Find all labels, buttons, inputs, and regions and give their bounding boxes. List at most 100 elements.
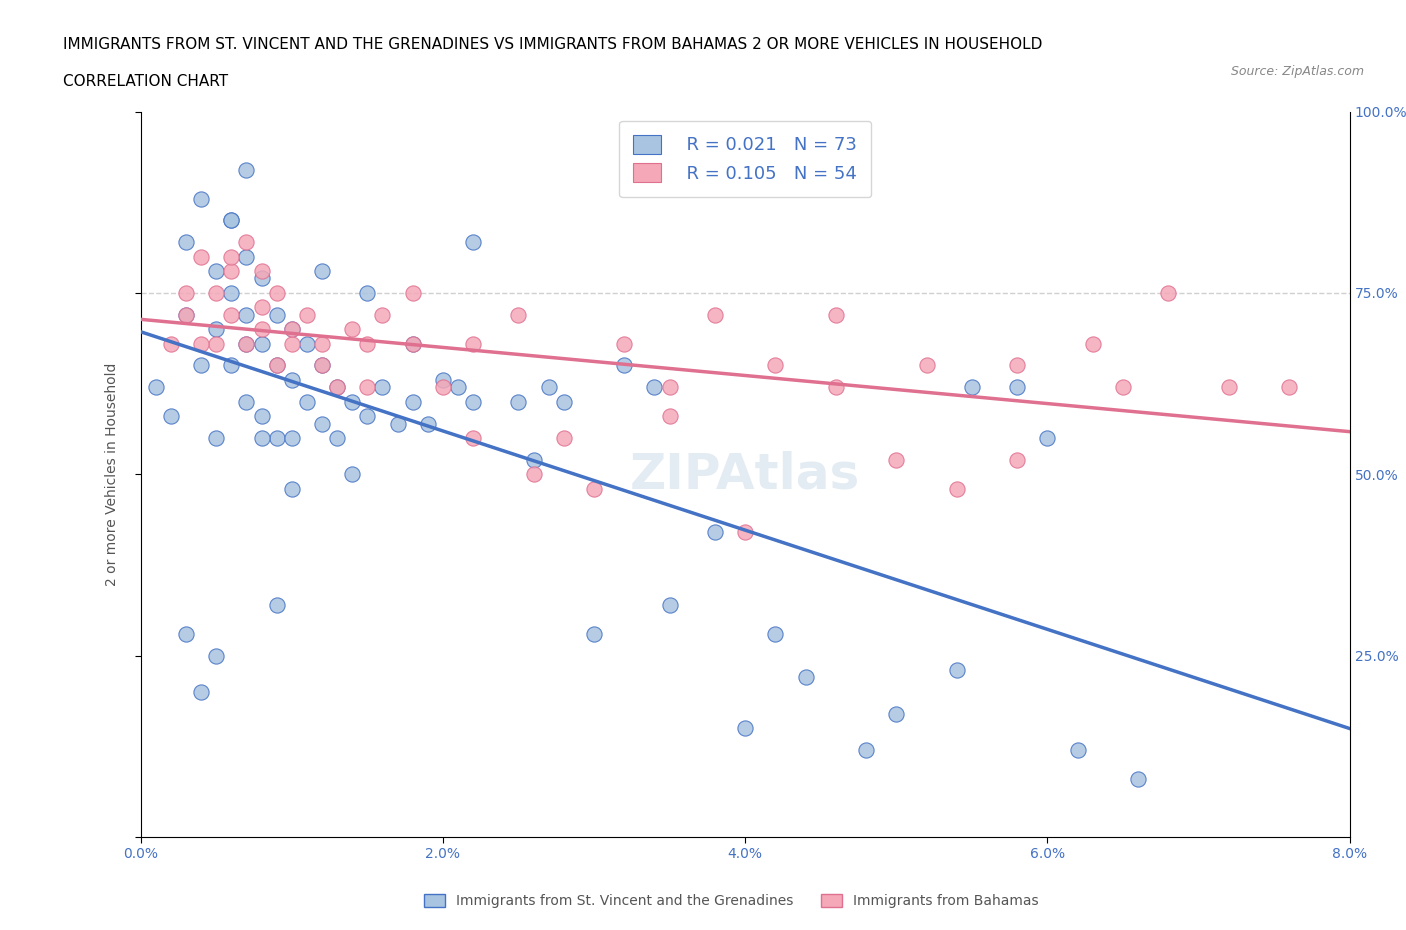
Point [250,322,273,337]
Point [174,307,197,322]
Point [553,431,575,445]
Point [342,322,364,337]
Point [583,627,606,642]
Point [281,482,304,497]
Point [190,192,212,206]
Point [221,213,243,228]
Point [461,234,484,249]
Point [295,307,318,322]
Point [825,379,848,394]
Point [250,337,273,352]
Point [371,307,394,322]
Point [371,379,394,394]
Point [250,300,273,315]
Point [266,597,288,612]
Point [553,394,575,409]
Point [190,249,212,264]
Point [205,322,228,337]
Point [1218,379,1240,394]
Point [765,358,787,373]
Point [174,286,197,300]
Point [266,307,288,322]
Point [281,322,304,337]
Point [221,307,243,322]
Legend: Immigrants from St. Vincent and the Grenadines, Immigrants from Bahamas: Immigrants from St. Vincent and the Gren… [418,889,1045,914]
Point [205,648,228,663]
Point [295,394,318,409]
Point [915,358,938,373]
Point [704,525,727,539]
Point [250,409,273,424]
Point [190,337,212,352]
Point [281,431,304,445]
Legend:   R = 0.021   N = 73,   R = 0.105   N = 54: R = 0.021 N = 73, R = 0.105 N = 54 [619,121,872,197]
Point [250,264,273,279]
Point [644,379,666,394]
Point [886,452,908,467]
Point [266,358,288,373]
Point [326,379,349,394]
Point [205,286,228,300]
Point [508,394,530,409]
Point [794,670,817,684]
Point [1007,452,1029,467]
Point [205,431,228,445]
Point [266,431,288,445]
Text: ZIPAtlas: ZIPAtlas [630,450,860,498]
Point [523,452,546,467]
Point [658,597,681,612]
Point [960,379,983,394]
Point [402,337,425,352]
Point [145,379,167,394]
Point [704,307,727,322]
Point [342,394,364,409]
Point [235,307,257,322]
Point [311,416,333,431]
Point [1007,358,1029,373]
Point [160,337,183,352]
Point [205,264,228,279]
Point [432,379,454,394]
Point [825,307,848,322]
Point [402,286,425,300]
Point [160,409,183,424]
Point [266,286,288,300]
Point [613,337,636,352]
Text: CORRELATION CHART: CORRELATION CHART [63,74,228,89]
Point [523,467,546,482]
Point [311,358,333,373]
Point [1128,772,1150,787]
Point [235,249,257,264]
Point [855,742,877,757]
Point [235,337,257,352]
Point [1007,379,1029,394]
Point [281,322,304,337]
Point [221,264,243,279]
Text: IMMIGRANTS FROM ST. VINCENT AND THE GRENADINES VS IMMIGRANTS FROM BAHAMAS 2 OR M: IMMIGRANTS FROM ST. VINCENT AND THE GREN… [63,37,1043,52]
Point [221,249,243,264]
Point [356,379,378,394]
Point [311,358,333,373]
Point [886,706,908,721]
Point [295,337,318,352]
Point [1278,379,1301,394]
Point [235,234,257,249]
Point [250,271,273,286]
Point [583,482,606,497]
Point [946,663,969,678]
Point [613,358,636,373]
Point [1036,431,1059,445]
Point [1157,286,1180,300]
Point [221,213,243,228]
Point [658,379,681,394]
Point [356,337,378,352]
Point [1067,742,1090,757]
Point [205,337,228,352]
Point [174,307,197,322]
Point [281,373,304,388]
Point [387,416,409,431]
Point [235,394,257,409]
Point [1112,379,1135,394]
Point [946,482,969,497]
Point [326,379,349,394]
